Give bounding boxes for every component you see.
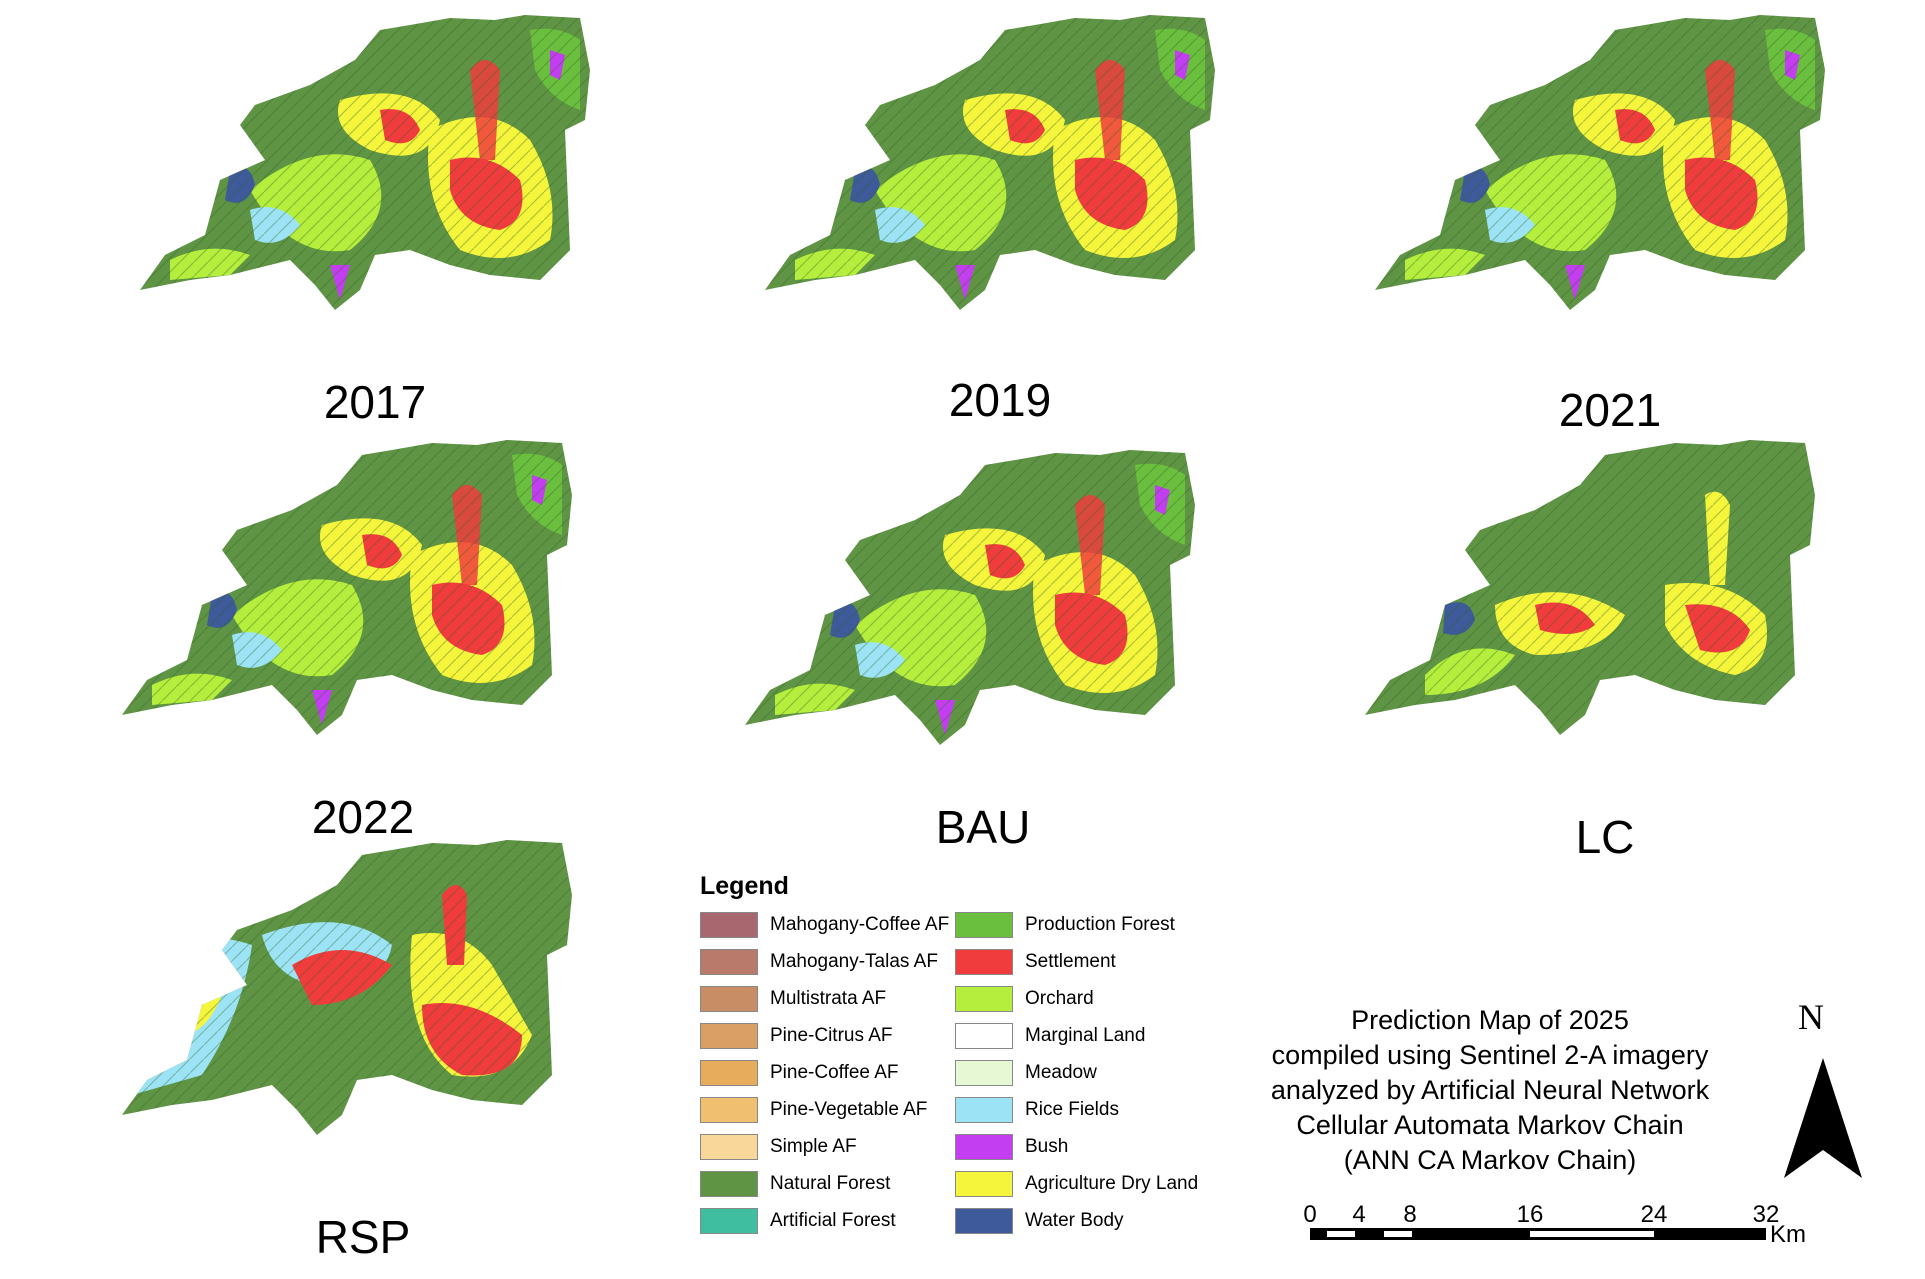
scale-tick-label: 0 [1303, 1201, 1316, 1228]
map-caption: Prediction Map of 2025 compiled using Se… [1220, 1003, 1760, 1178]
map-lc [1335, 435, 1835, 795]
legend-item: Water Body [955, 1206, 1124, 1236]
legend-item: Meadow [955, 1058, 1097, 1088]
caption-line: Cellular Automata Markov Chain [1296, 1110, 1684, 1140]
map-2022 [92, 435, 592, 795]
scale-tick-label: 24 [1641, 1201, 1668, 1228]
legend-item: Artificial Forest [700, 1206, 896, 1236]
map-label-2022: 2022 [311, 791, 415, 843]
legend-item: Rice Fields [955, 1095, 1119, 1125]
legend-label: Pine-Citrus AF [770, 1025, 893, 1046]
legend-label: Multistrata AF [770, 988, 887, 1009]
caption-line: Prediction Map of 2025 [1351, 1005, 1629, 1035]
legend-swatch [955, 1097, 1013, 1123]
legend-item: Mahogany-Talas AF [700, 947, 938, 977]
legend-swatch [955, 1060, 1013, 1086]
legend-swatch [955, 1134, 1013, 1160]
north-arrow-icon [1784, 1058, 1862, 1178]
legend-swatch [955, 986, 1013, 1012]
map-label-2021: 2021 [1558, 384, 1662, 436]
legend-swatch [700, 1023, 758, 1049]
legend-item: Production Forest [955, 910, 1175, 940]
legend-item: Multistrata AF [700, 984, 886, 1014]
legend-label: Artificial Forest [770, 1210, 896, 1231]
legend-swatch [700, 986, 758, 1012]
legend-item: Simple AF [700, 1132, 857, 1162]
legend-swatch [700, 949, 758, 975]
map-label-2019: 2019 [948, 374, 1052, 426]
legend-label: Natural Forest [770, 1173, 891, 1194]
legend-swatch [700, 1097, 758, 1123]
legend-label: Mahogany-Coffee AF [770, 914, 950, 935]
scale-tick-label: 16 [1517, 1201, 1544, 1228]
legend-label: Pine-Vegetable AF [770, 1099, 928, 1120]
legend-swatch [955, 949, 1013, 975]
legend-label: Settlement [1025, 951, 1116, 972]
legend-label: Water Body [1025, 1210, 1124, 1231]
legend-label: Production Forest [1025, 914, 1175, 935]
legend-label: Meadow [1025, 1062, 1097, 1083]
legend-swatch [700, 1208, 758, 1234]
caption-line: compiled using Sentinel 2-A imagery [1271, 1040, 1709, 1070]
legend-label: Pine-Coffee AF [770, 1062, 899, 1083]
north-label: N [1798, 997, 1824, 1037]
caption-line: analyzed by Artificial Neural Network [1270, 1075, 1710, 1105]
map-label-2017: 2017 [323, 376, 427, 428]
legend-item: Marginal Land [955, 1021, 1145, 1051]
legend-swatch [955, 912, 1013, 938]
scale-tick-label: 32 [1753, 1201, 1780, 1228]
legend-swatch [700, 1060, 758, 1086]
legend-label: Bush [1025, 1136, 1069, 1157]
legend-label: Orchard [1025, 988, 1094, 1009]
legend-item: Pine-Vegetable AF [700, 1095, 927, 1125]
legend-swatch [955, 1023, 1013, 1049]
scale-unit-label: Km [1770, 1221, 1806, 1245]
map-rsp [92, 835, 592, 1195]
legend-label: Simple AF [770, 1136, 857, 1157]
map-label-bau: BAU [935, 801, 1031, 853]
legend-title: Legend [700, 872, 789, 900]
legend-swatch [700, 1134, 758, 1160]
legend-item: Pine-Coffee AF [700, 1058, 899, 1088]
legend-label: Agriculture Dry Land [1025, 1173, 1199, 1194]
legend-label: Marginal Land [1025, 1025, 1146, 1046]
map-2021 [1345, 10, 1845, 370]
map-bau [715, 445, 1215, 805]
map-2019 [735, 10, 1235, 370]
caption-line: (ANN CA Markov Chain) [1343, 1145, 1637, 1175]
scale-tick-label: 8 [1403, 1201, 1416, 1228]
legend-swatch [955, 1208, 1013, 1234]
legend-item: Bush [955, 1132, 1068, 1162]
legend-item: Agriculture Dry Land [955, 1169, 1198, 1199]
map-2017 [110, 10, 610, 370]
legend-item: Mahogany-Coffee AF [700, 910, 949, 940]
legend-label: Rice Fields [1025, 1099, 1119, 1120]
legend-swatch [700, 912, 758, 938]
legend-label: Mahogany-Talas AF [770, 951, 938, 972]
map-label-lc: LC [1575, 811, 1635, 863]
legend-item: Settlement [955, 947, 1116, 977]
legend-item: Pine-Citrus AF [700, 1021, 892, 1051]
legend-item: Natural Forest [700, 1169, 890, 1199]
legend-item: Orchard [955, 984, 1094, 1014]
scale-tick-label: 4 [1352, 1201, 1365, 1228]
legend-swatch [700, 1171, 758, 1197]
legend-swatch [955, 1171, 1013, 1197]
map-label-rsp: RSP [315, 1211, 411, 1263]
